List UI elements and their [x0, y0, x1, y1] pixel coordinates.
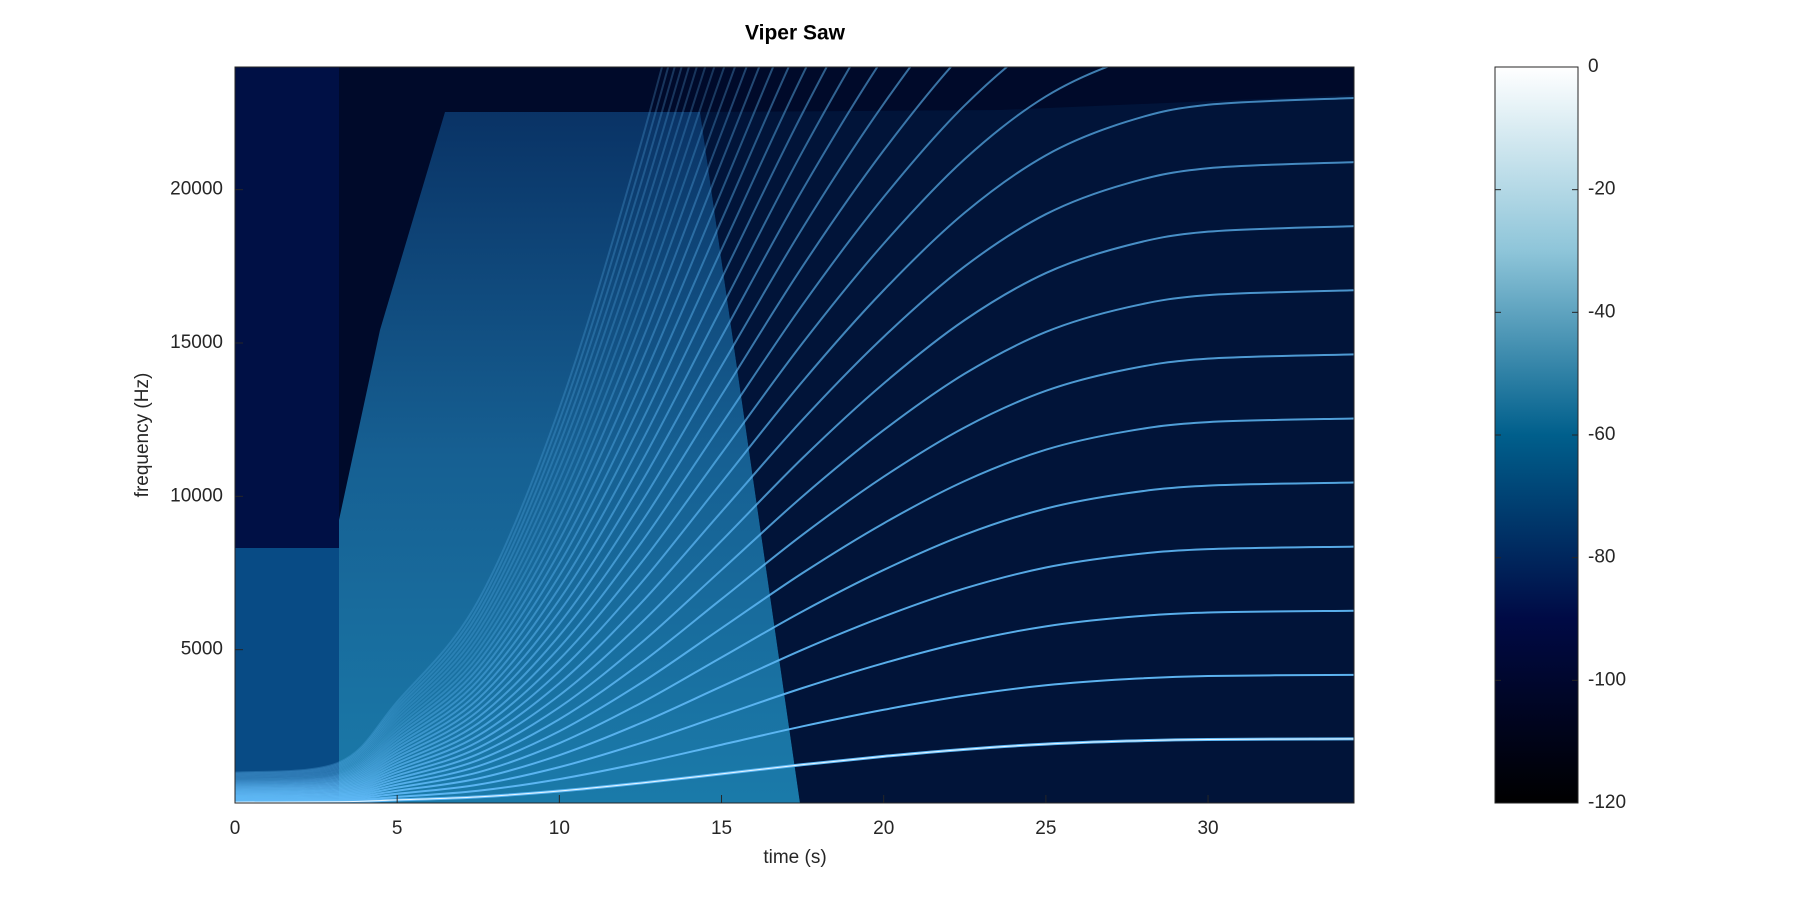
y-tick-label: 20000 — [170, 179, 223, 200]
harmonic — [235, 67, 698, 779]
y-tick-label: 10000 — [170, 485, 223, 506]
harmonic — [235, 67, 828, 788]
x-tick-label: 25 — [1035, 818, 1056, 839]
harmonic-core — [235, 738, 1354, 803]
harmonic — [235, 67, 775, 785]
fade-region — [700, 95, 1354, 803]
harmonic — [235, 353, 1354, 798]
harmonic — [235, 161, 1354, 795]
harmonic — [235, 67, 790, 786]
y-tick-label: 5000 — [181, 639, 223, 660]
y-axis-label: frequency (Hz) — [132, 373, 153, 498]
harmonic — [235, 67, 670, 775]
dense-harmonics — [339, 112, 800, 803]
x-tick-label: 15 — [711, 818, 732, 839]
harmonic — [235, 67, 1009, 793]
colorbar-tick-label: -40 — [1588, 301, 1615, 322]
x-tick-label: 5 — [392, 818, 403, 839]
harmonic — [235, 67, 808, 787]
harmonic — [235, 67, 879, 790]
harmonic — [235, 67, 1110, 793]
colorbar-tick-label: -20 — [1588, 179, 1615, 200]
harmonic — [235, 609, 1354, 802]
harmonic — [235, 289, 1354, 797]
harmonic — [235, 225, 1354, 796]
harmonic — [235, 673, 1354, 803]
y-tick-label: 15000 — [170, 332, 223, 353]
x-tick-label: 30 — [1197, 818, 1218, 839]
x-tick-label: 0 — [230, 818, 241, 839]
harmonic — [235, 67, 953, 792]
harmonic — [235, 67, 748, 783]
x-tick-label: 20 — [873, 818, 894, 839]
harmonic — [235, 545, 1354, 801]
colorbar-tick-label: 0 — [1588, 56, 1599, 77]
plot-area — [235, 67, 1354, 803]
x-axis-label: time (s) — [763, 847, 826, 868]
colorbar-tick-label: -120 — [1588, 792, 1626, 813]
harmonic — [235, 67, 664, 774]
chart-title: Viper Saw — [745, 22, 846, 45]
colorbar-tick-label: -80 — [1588, 547, 1615, 568]
plot-frame — [234, 66, 1355, 804]
harmonic — [235, 67, 707, 780]
colorbar-tick-label: -60 — [1588, 424, 1615, 445]
harmonic — [235, 67, 690, 778]
colorbar — [1494, 66, 1579, 804]
onset-band — [235, 548, 339, 803]
colorbar-tick-label: -100 — [1588, 669, 1626, 690]
harmonic — [235, 67, 716, 781]
harmonic — [235, 67, 912, 791]
harmonic — [235, 67, 761, 784]
harmonic — [235, 67, 852, 789]
harmonic — [235, 96, 1354, 794]
harmonic — [235, 67, 683, 777]
harmonic — [235, 67, 737, 782]
harmonic — [235, 67, 676, 776]
harmonic — [235, 67, 726, 781]
x-tick-label: 10 — [549, 818, 570, 839]
harmonic — [235, 417, 1354, 799]
harmonic — [235, 481, 1354, 800]
